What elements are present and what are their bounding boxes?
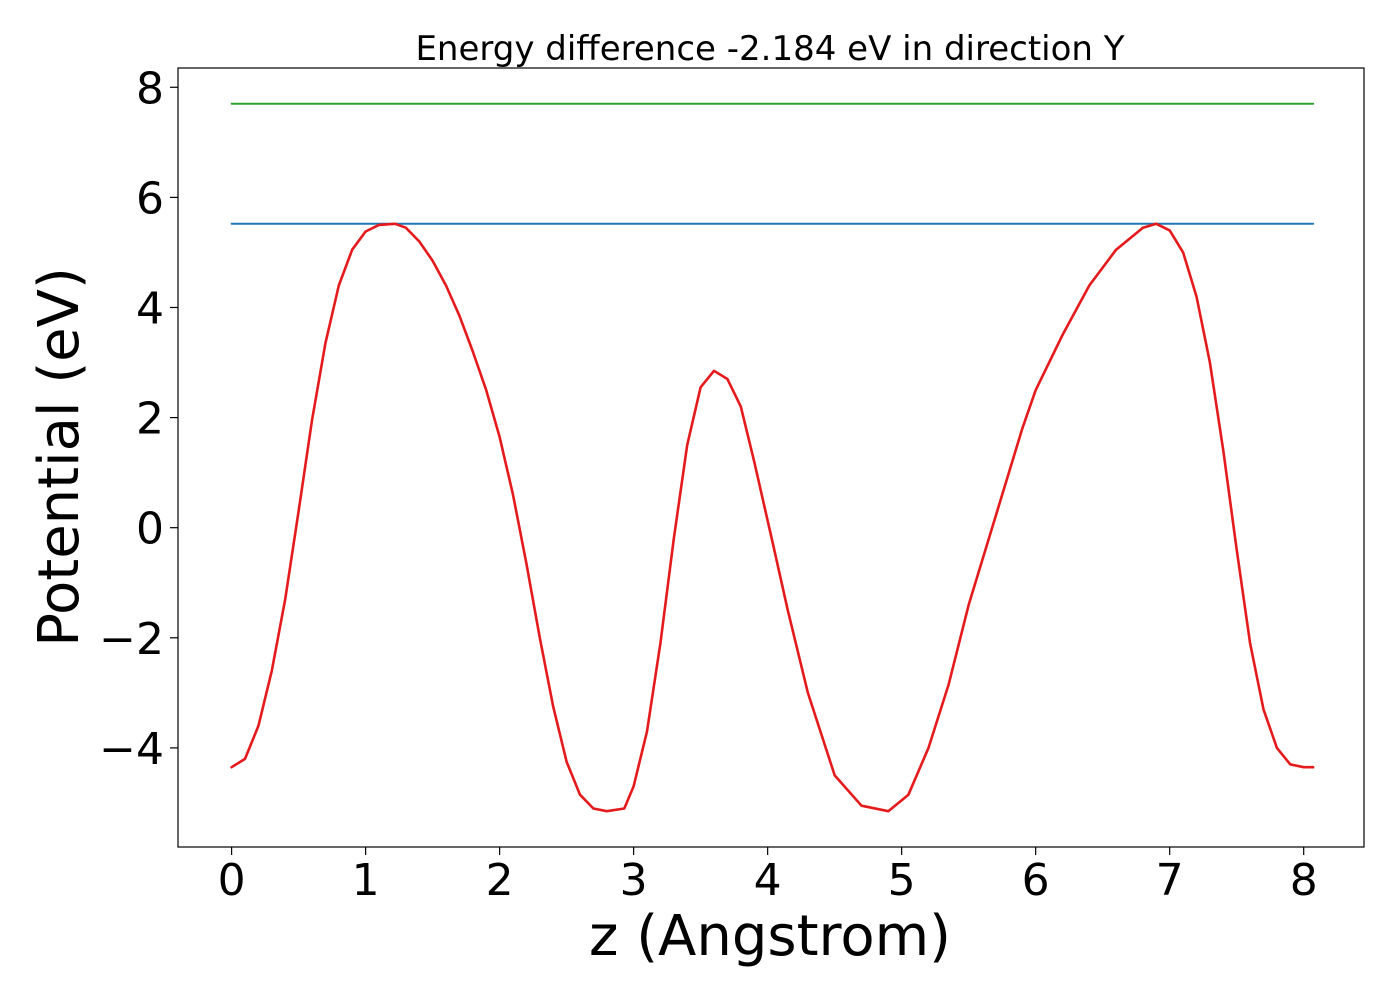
- y-tick-label: 4: [136, 283, 164, 334]
- x-axis-ticks: 0 1 2 3 4 5 6 7 8: [218, 847, 1318, 906]
- plot-area: [230, 102, 1315, 813]
- y-tick-label: 0: [136, 504, 164, 555]
- y-axis-label: Potential (eV): [27, 267, 92, 647]
- chart-title: Energy difference -2.184 eV in direction…: [415, 29, 1124, 69]
- x-tick-label: 1: [352, 855, 380, 906]
- x-tick-label: 6: [1022, 855, 1050, 906]
- y-axis-ticks: −4 −2 0 2 4 6 8: [99, 63, 178, 775]
- x-tick-label: 7: [1156, 855, 1184, 906]
- y-tick-label: 2: [136, 394, 164, 445]
- y-tick-label: −4: [99, 724, 164, 775]
- plot-frame: [177, 67, 1365, 848]
- y-tick-label: −2: [99, 614, 164, 665]
- y-tick-label: 8: [136, 63, 164, 114]
- x-tick-label: 3: [620, 855, 648, 906]
- x-tick-label: 5: [888, 855, 916, 906]
- y-tick-label: 6: [136, 173, 164, 224]
- x-tick-label: 2: [486, 855, 514, 906]
- x-tick-label: 4: [754, 855, 782, 906]
- x-tick-label: 0: [218, 855, 246, 906]
- series-line-2: [230, 222, 1315, 813]
- x-axis-label: z (Angstrom): [589, 904, 951, 969]
- x-tick-label: 8: [1290, 855, 1318, 906]
